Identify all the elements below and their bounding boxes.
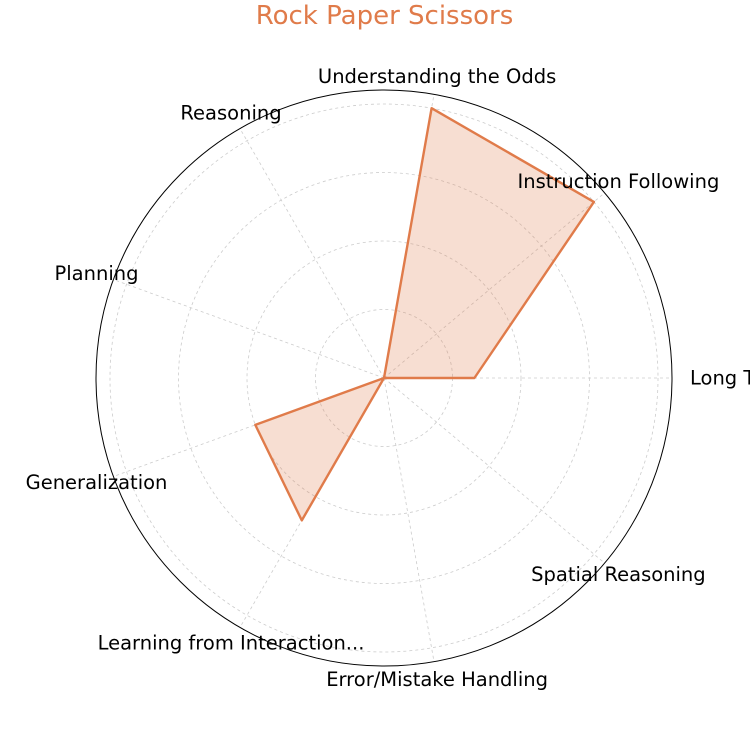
axis-label-8: Error/Mistake Handling — [326, 668, 548, 691]
grid-spoke-9 — [383, 377, 605, 564]
series-layer — [254, 106, 596, 522]
axis-label-4: Reasoning — [180, 102, 281, 125]
axis-labels: Long Text Understanding Instruction Follo… — [26, 65, 750, 691]
axis-label-3: Understanding the Odds — [318, 65, 556, 88]
grid-spoke-5 — [113, 279, 385, 379]
outer-frame — [95, 89, 673, 667]
axis-label-9: Spatial Reasoning — [531, 563, 706, 586]
chart-title: Rock Paper Scissors — [256, 1, 514, 31]
axis-label-2: Instruction Following — [517, 170, 719, 193]
axis-label-5: Planning — [55, 262, 139, 285]
series-line-1 — [254, 106, 596, 522]
series-area-1 — [255, 108, 594, 521]
grid-ring-4 — [109, 103, 659, 653]
axis-label-6: Generalization — [26, 471, 168, 494]
axis-label-1: Long Text Understanding — [690, 367, 750, 390]
grid-spoke-8 — [383, 377, 435, 662]
grid-spoke-2 — [383, 192, 605, 379]
axis-label-7: Learning from Interaction... — [98, 632, 365, 655]
grid-spoke-4 — [239, 128, 385, 379]
grid-ring-2 — [246, 240, 522, 516]
